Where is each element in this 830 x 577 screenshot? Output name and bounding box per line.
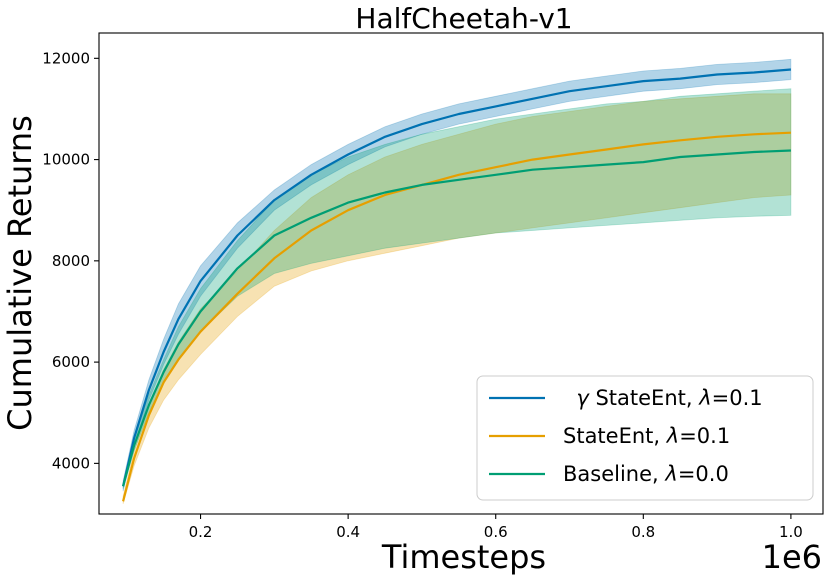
x-tick-label: 0.6 xyxy=(484,523,508,541)
series-2-line xyxy=(122,149,791,487)
x-tick-label: 0.2 xyxy=(189,523,213,541)
legend-label: γ StateEnt, λ=0.1 xyxy=(563,386,763,410)
x-axis-label: Timesteps xyxy=(381,538,546,576)
x-tick-label: 0.4 xyxy=(336,523,360,541)
y-tick-label: 10000 xyxy=(42,151,90,169)
series-1-band xyxy=(122,93,792,505)
legend-label: StateEnt, λ=0.1 xyxy=(563,424,730,448)
plot-frame xyxy=(98,32,824,515)
y-axis: 4000 6000 8000 10000 12000 xyxy=(42,49,99,472)
series-lines xyxy=(122,68,791,502)
series-0-band xyxy=(122,58,792,492)
y-tick-label: 6000 xyxy=(52,353,90,371)
x-axis: 0.2 0.4 0.6 0.8 1.0 xyxy=(189,514,803,541)
chart-title: HalfCheetah-v1 xyxy=(355,2,572,35)
series-0-line xyxy=(122,68,791,487)
x-tick-label: 0.8 xyxy=(631,523,655,541)
y-axis-label: Cumulative Returns xyxy=(1,115,39,431)
x-tick-label: 1.0 xyxy=(779,523,803,541)
x-axis-offset-label: 1e6 xyxy=(762,538,822,576)
legend-box xyxy=(476,375,814,501)
y-tick-label: 12000 xyxy=(42,49,90,67)
legend: γ StateEnt, λ=0.1 StateEnt, λ=0.1 Baseline… xyxy=(476,375,814,501)
y-tick-label: 4000 xyxy=(52,454,90,472)
y-tick-label: 8000 xyxy=(52,252,90,270)
series-1-line xyxy=(122,131,791,502)
legend-label: Baseline, λ=0.0 xyxy=(563,462,729,486)
